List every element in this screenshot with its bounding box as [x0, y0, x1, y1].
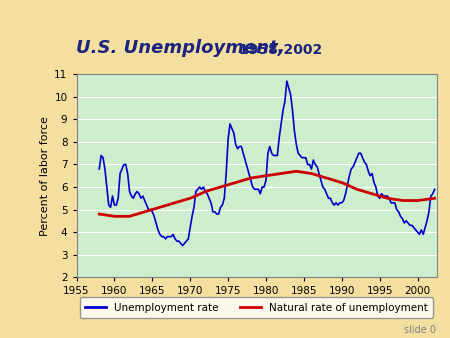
Text: U.S. Unemployment,: U.S. Unemployment,: [76, 40, 285, 57]
Natural rate of unemployment: [425, 197, 431, 201]
Unemployment rate: [432, 187, 437, 191]
Unemployment rate: [284, 79, 289, 83]
Natural rate of unemployment: [293, 169, 299, 173]
Natural rate of unemployment: [432, 196, 437, 200]
Unemployment rate: [263, 178, 269, 182]
Natural rate of unemployment: [373, 193, 378, 197]
Line: Natural rate of unemployment: Natural rate of unemployment: [99, 171, 435, 216]
Y-axis label: Percent of labor force: Percent of labor force: [40, 116, 50, 236]
Unemployment rate: [216, 212, 221, 216]
Unemployment rate: [97, 167, 102, 171]
Natural rate of unemployment: [297, 170, 303, 174]
Legend: Unemployment rate, Natural rate of unemployment: Unemployment rate, Natural rate of unemp…: [80, 297, 433, 318]
Unemployment rate: [371, 180, 377, 185]
Unemployment rate: [415, 230, 420, 234]
Text: 1958-2002: 1958-2002: [234, 44, 322, 57]
Natural rate of unemployment: [258, 174, 264, 178]
Natural rate of unemployment: [279, 171, 284, 175]
Natural rate of unemployment: [112, 214, 117, 218]
Unemployment rate: [328, 196, 333, 200]
Line: Unemployment rate: Unemployment rate: [99, 81, 435, 246]
Unemployment rate: [180, 244, 185, 248]
Natural rate of unemployment: [97, 212, 102, 216]
Unemployment rate: [152, 214, 157, 218]
Text: slide 0: slide 0: [405, 324, 436, 335]
Natural rate of unemployment: [256, 175, 262, 179]
